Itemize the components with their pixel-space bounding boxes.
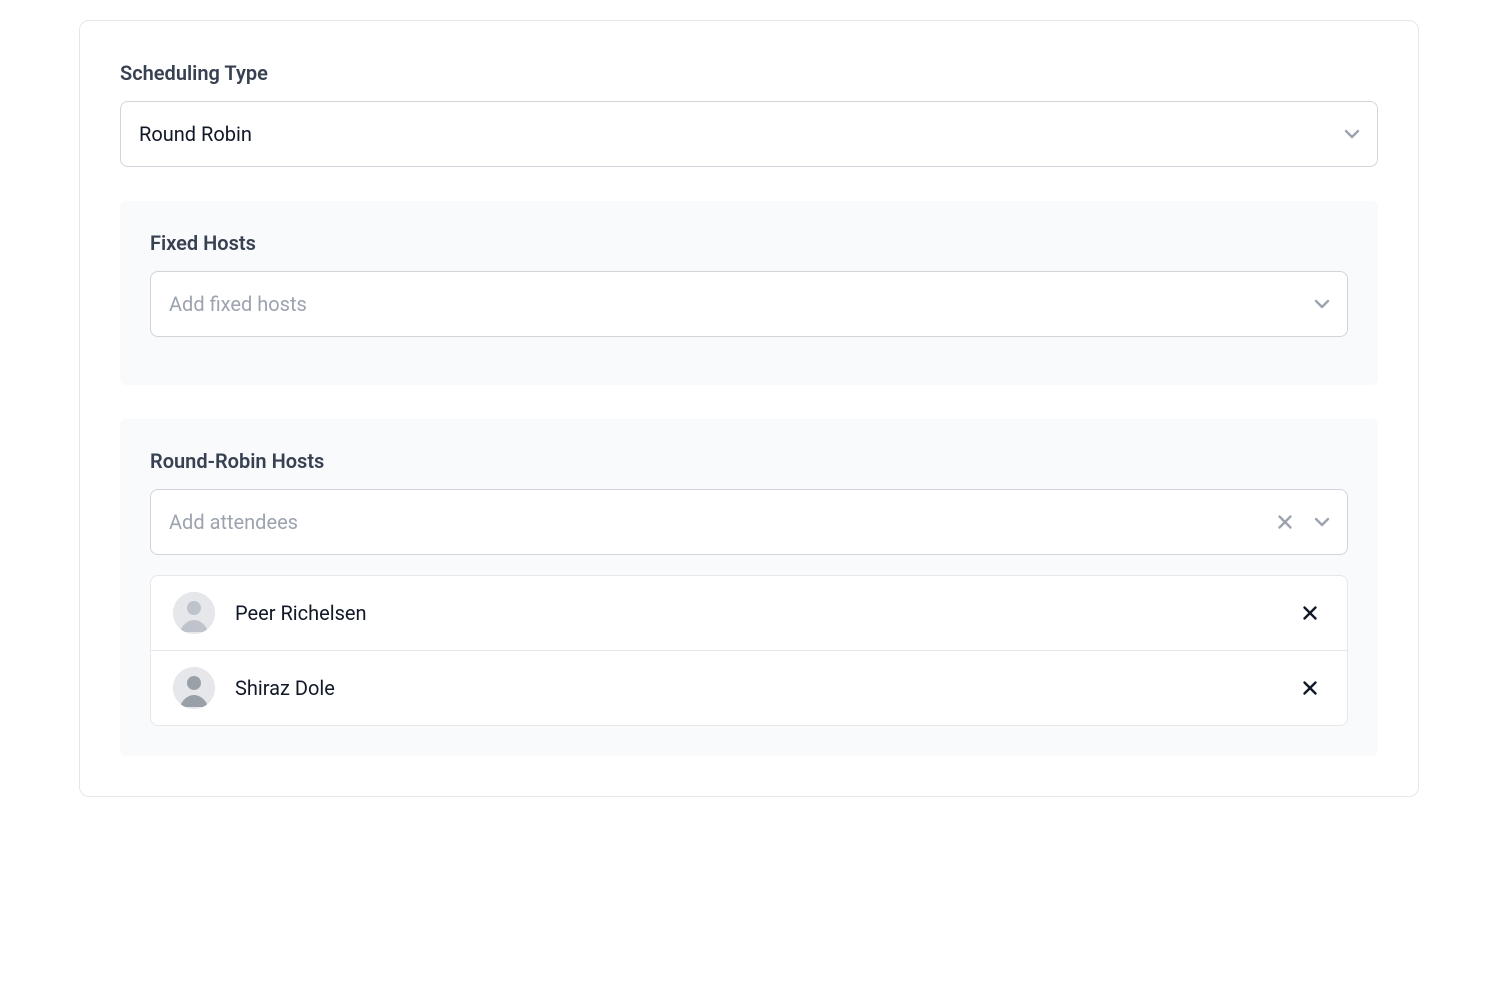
host-row: Shiraz Dole xyxy=(151,651,1347,725)
chevron-down-icon[interactable] xyxy=(1310,292,1334,316)
host-name: Shiraz Dole xyxy=(235,676,1275,700)
scheduling-type-select[interactable]: Round Robin xyxy=(120,101,1378,167)
fixed-hosts-section: Fixed Hosts Add fixed hosts xyxy=(120,201,1378,385)
fixed-hosts-icons xyxy=(1310,292,1334,316)
remove-host-button[interactable] xyxy=(1295,598,1325,628)
scheduling-type-value: Round Robin xyxy=(139,122,252,146)
fixed-hosts-label: Fixed Hosts xyxy=(150,231,1348,255)
round-robin-hosts-select-wrap: Add attendees xyxy=(150,489,1348,555)
round-robin-host-list: Peer Richelsen Shiraz Dole xyxy=(150,575,1348,726)
scheduling-card: Scheduling Type Round Robin Fixed Hosts … xyxy=(79,20,1419,797)
round-robin-hosts-label: Round-Robin Hosts xyxy=(150,449,1348,473)
scheduling-type-icons xyxy=(1340,122,1364,146)
remove-host-button[interactable] xyxy=(1295,673,1325,703)
scheduling-type-select-wrap: Round Robin xyxy=(120,101,1378,167)
avatar xyxy=(173,667,215,709)
chevron-down-icon[interactable] xyxy=(1340,122,1364,146)
clear-icon[interactable] xyxy=(1274,511,1296,533)
round-robin-hosts-section: Round-Robin Hosts Add attendees Peer Ric… xyxy=(120,419,1378,756)
round-robin-hosts-placeholder: Add attendees xyxy=(169,510,298,534)
scheduling-type-label: Scheduling Type xyxy=(120,61,1378,85)
host-row: Peer Richelsen xyxy=(151,576,1347,651)
round-robin-hosts-icons xyxy=(1274,510,1334,534)
round-robin-hosts-select[interactable]: Add attendees xyxy=(150,489,1348,555)
avatar xyxy=(173,592,215,634)
fixed-hosts-placeholder: Add fixed hosts xyxy=(169,292,307,316)
fixed-hosts-select[interactable]: Add fixed hosts xyxy=(150,271,1348,337)
fixed-hosts-select-wrap: Add fixed hosts xyxy=(150,271,1348,337)
host-name: Peer Richelsen xyxy=(235,601,1275,625)
scheduling-type-section: Scheduling Type Round Robin xyxy=(120,61,1378,167)
chevron-down-icon[interactable] xyxy=(1310,510,1334,534)
